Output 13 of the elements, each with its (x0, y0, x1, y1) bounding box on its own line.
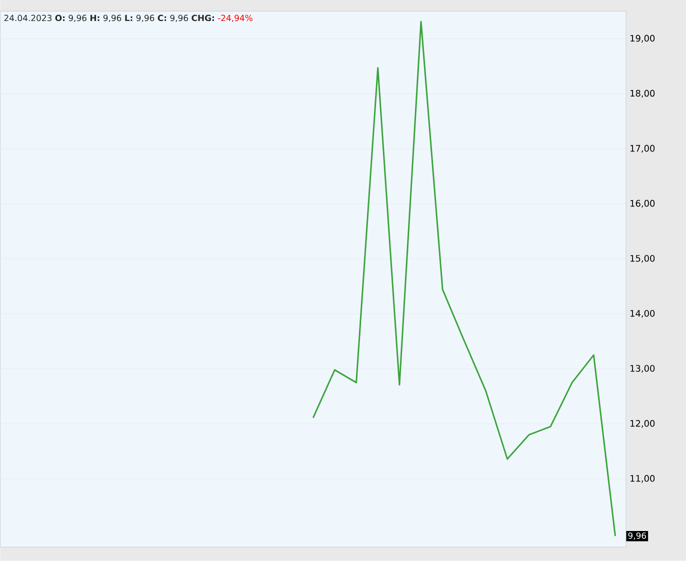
y-tick-label: 11,00 (630, 475, 655, 483)
y-tick-label: 17,00 (630, 144, 655, 153)
annotation: -24,94% (218, 14, 252, 22)
line-series (312, 21, 616, 537)
y-tick-label: 18,00 (630, 90, 655, 98)
y-tick-label: 15,00 (630, 255, 655, 263)
data-label: 9,96 (628, 532, 646, 540)
text: 24.04.2023 O: 9,96 H: 9,96 L: 9,96 C: 9,96 CHG: (4, 14, 214, 22)
y-tick-label: 12,00 (630, 420, 655, 428)
y-tick-label: 16,00 (630, 200, 655, 208)
y-tick-label: 14,00 (630, 310, 655, 318)
y-tick-label: 13,00 (630, 365, 655, 373)
y-tick-label: 19,00 (630, 34, 655, 43)
